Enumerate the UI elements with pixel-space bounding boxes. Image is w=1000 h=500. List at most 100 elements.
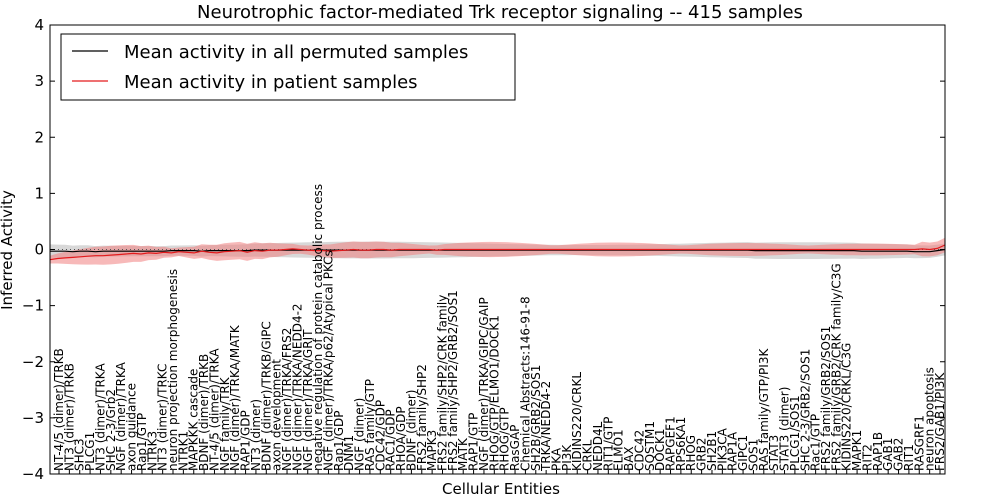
y-tick-label: −1 [22, 297, 44, 315]
entity-label: RPS6KA1 [674, 417, 688, 471]
entity-label: BDNF (dimer)/TRKB/GIPC [259, 321, 273, 471]
entity-label: PKA [550, 447, 564, 471]
entity-label: RAS family/GTP/PI3K [757, 348, 771, 471]
entity-label: Rac1/GTP [809, 414, 823, 471]
entity-label: SH2B/GRB2/SOS1 [529, 365, 543, 471]
entity-label: DOCK1 [653, 428, 667, 471]
legend-label-permuted: Mean activity in all permuted samples [124, 42, 468, 63]
patient-variability-band [50, 237, 945, 265]
entity-label: KIDINS220/CRKL/C3G [840, 343, 854, 471]
y-tick-label: 3 [34, 72, 44, 90]
entity-label: SOS1 [746, 439, 760, 471]
entity-label: RAP1/GDP [239, 410, 253, 471]
x-axis-title: Cellular Entities [442, 480, 560, 498]
entity-label: RIT2 [860, 444, 874, 471]
entity-label: CDC42/GDP [373, 400, 387, 471]
entity-label: NT3 (dimer) [249, 399, 263, 471]
entity-label: negative regulation of protein catabolic… [311, 184, 325, 471]
entity-label: TRKA/NEDD4-2 [539, 381, 553, 472]
entity-label: NGF (dimer)/TRKA/GRIT [301, 329, 315, 471]
entity-label: NT3 (dimer)/TRKC [156, 364, 170, 471]
entity-label: SH2B1 [705, 431, 719, 471]
entity-label: STAT3 [767, 435, 781, 471]
y-axis-title: Inferred Activity [0, 190, 16, 310]
entity-label: RASGRF1 [912, 415, 926, 471]
entity-label: NT-4/5 (dimer)/TRKA [207, 348, 221, 471]
entity-label: NT3 (dimer)/TRKB [62, 363, 76, 471]
entity-label: RHOG/GTP [498, 407, 512, 471]
entity-label: RAP1/GTP [467, 413, 481, 471]
entity-label: NTRK1 [176, 431, 190, 471]
entity-label: Rap1/GDP [332, 411, 346, 472]
entity-label: FRS2 family/SHP2/GRB2/SOS1 [446, 290, 460, 471]
entity-label: NGF family/TRK [218, 376, 232, 471]
entity-label: PIK3CA [715, 427, 729, 471]
entity-label: GIPC1 [736, 435, 750, 471]
legend-label-patient: Mean activity in patient samples [124, 72, 418, 93]
y-tick-label: −2 [22, 353, 44, 371]
entity-label: GAB1 [881, 438, 895, 471]
entity-label: BDNF (dimer)/TRKB [197, 354, 211, 471]
patient-mean-line [49, 244, 946, 261]
entity-label: STAT3 (dimer) [778, 387, 792, 471]
entity-label: NGF (dimer)/TRKA/MATK [228, 324, 242, 471]
entity-label: RAP1A [726, 431, 740, 471]
entity-label: GAB2 [892, 438, 906, 471]
entity-label: RasGAP [508, 425, 522, 471]
chart-title: Neurotrophic factor-mediated Trk recepto… [197, 2, 803, 23]
entity-label: MAPK3 [425, 430, 439, 471]
entity-label: KIDINS220/CRKL [570, 372, 584, 471]
entity-label: RIT1 [902, 444, 916, 471]
entity-label: RAS family/GTP [363, 379, 377, 471]
entity-label: NGF (dimer)/TRKA [114, 361, 128, 471]
entity-label: NGF (dimer)/TRKA/GIPC/GAIP [477, 297, 491, 471]
entity-label: NGF (dimer)/TRKA/NEDD4-2 [290, 303, 304, 471]
entity-label: MAPK1 [850, 430, 864, 471]
entity-label: DNM1 [342, 435, 356, 471]
legend: Mean activity in all permuted samples Me… [60, 33, 516, 101]
entity-label: BAX [622, 446, 636, 471]
entity-label: NEDD4L [591, 421, 605, 471]
entity-label: axon guidance [125, 383, 139, 471]
y-tick-label: −4 [22, 465, 44, 483]
entity-label: neuron apoptosis [923, 367, 937, 471]
entity-label: RHOA/GDP [394, 406, 408, 471]
entity-label: RAC1/GDP [384, 409, 398, 471]
entity-label: BDNF (dimer) [404, 390, 418, 472]
entity-label: CRKL [581, 439, 595, 471]
entity-label: PI3K [560, 444, 574, 471]
entity-label: NGF (dimer) [353, 398, 367, 471]
entity-label: ELMO1 [612, 429, 626, 471]
y-tick-label: 1 [34, 184, 44, 202]
y-tick-label: 0 [34, 241, 44, 259]
entity-label: SHC 2-3/GRB2/SOS1 [798, 349, 812, 471]
entity-label: GRB2 [695, 437, 709, 471]
entity-label: SHC3 [73, 438, 87, 471]
entity-label: MAPKKK cascade [187, 369, 201, 471]
entity-label: MATK [456, 437, 470, 471]
entity-label: RHOG/GTP/ELMO1/DOCK1 [487, 315, 501, 471]
entity-label: Rap1/GTP [135, 413, 149, 471]
y-tick-label: 4 [34, 16, 44, 34]
entity-label: NTRK3 [145, 431, 159, 471]
entity-label: RHOG [684, 435, 698, 471]
entity-label: RAPGEF1 [664, 416, 678, 471]
entity-label: NGF (dimer)/TRKA/p62/Atypical PKCs [321, 250, 335, 471]
entity-label: neuron projection morphogenesis [166, 269, 180, 471]
entity-label: Chemical Abstracts:146-91-8 [518, 296, 532, 471]
entity-label: NT3 (dimer)/TRKA [93, 363, 107, 471]
entity-label: CDC42 [632, 430, 646, 471]
entity-label: NT-4/5 (dimer)/TRKB [52, 348, 66, 471]
entity-label: RAP1B [871, 432, 885, 471]
entity-label: NGF (dimer)/TRKA/FRS2 [280, 328, 294, 471]
entity-label: FRS2 family/GRB2/SOS1 [819, 326, 833, 471]
y-tick-label: 2 [34, 128, 44, 146]
entity-label: FRS2/GAB1/PI3K [933, 372, 947, 471]
entity-label: FRS2 family/GRB2/CRK family/C3G [829, 263, 843, 471]
y-tick-label: −3 [22, 409, 44, 427]
entity-label: axon development [270, 359, 284, 471]
entity-label: PLCG1/SOS1 [788, 395, 802, 471]
entity-label: RIT1/GTP [601, 417, 615, 471]
